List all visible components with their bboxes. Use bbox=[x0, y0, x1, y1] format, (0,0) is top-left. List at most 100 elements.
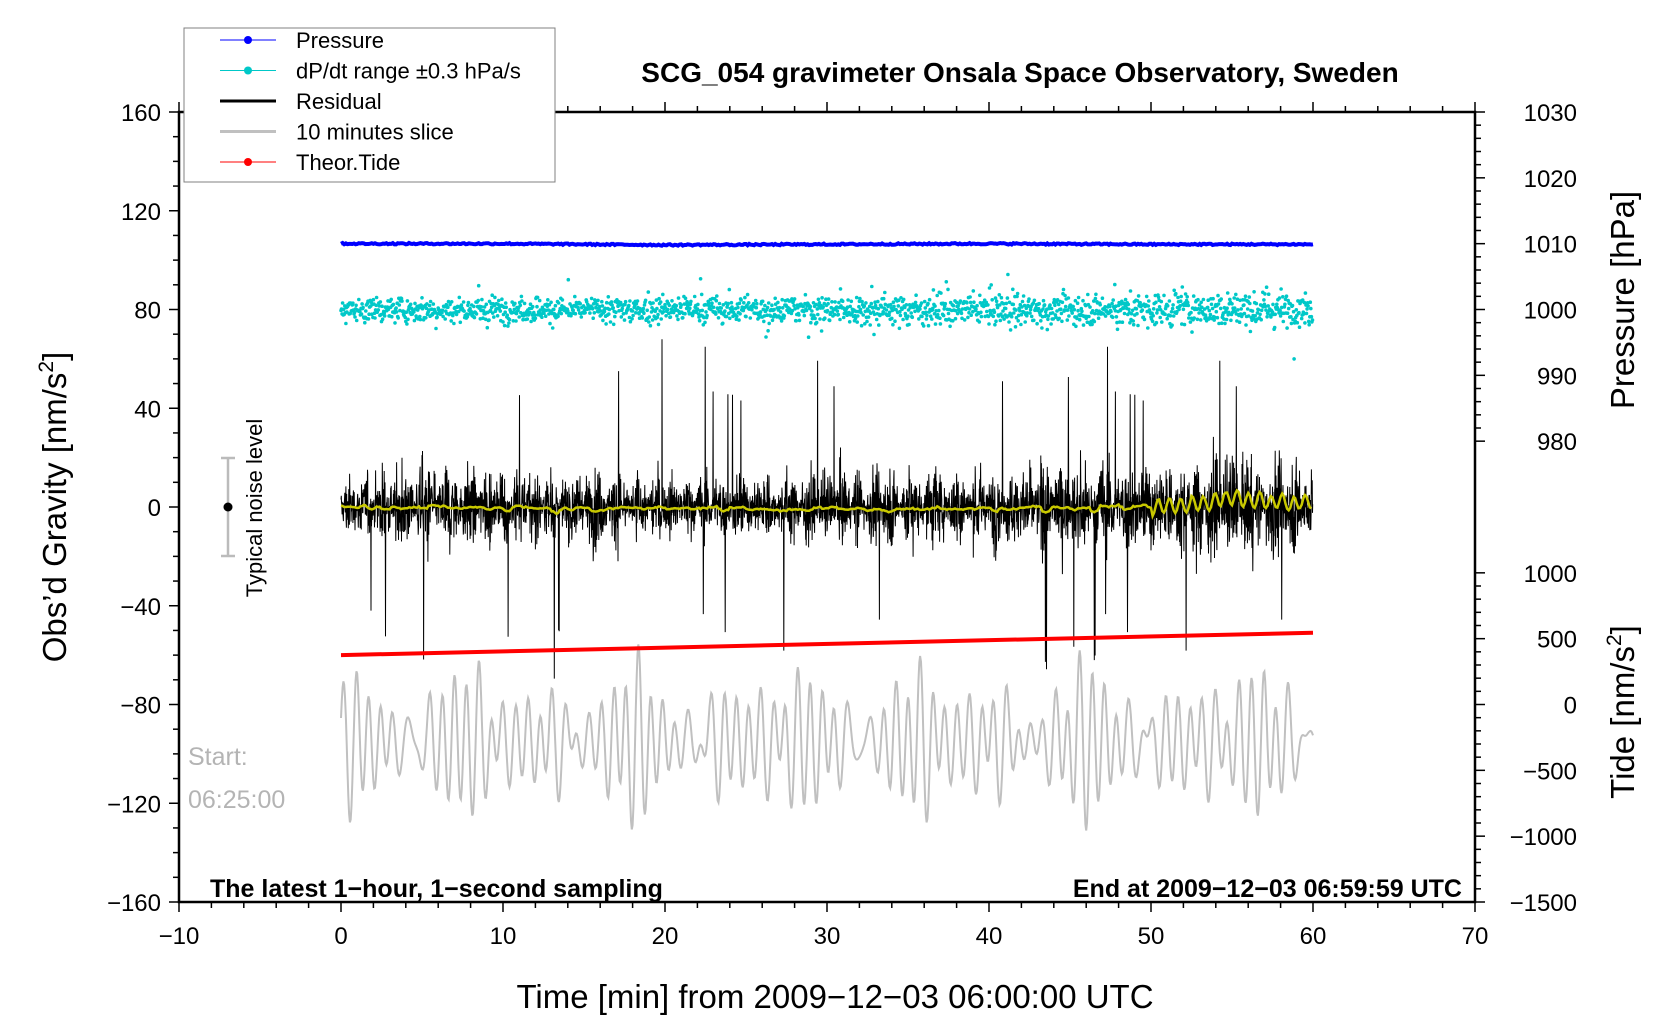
series-dpdt bbox=[339, 272, 1315, 361]
dpdt-point bbox=[819, 329, 824, 333]
dpdt-point bbox=[941, 313, 946, 318]
dpdt-point bbox=[879, 305, 884, 309]
dpdt-point bbox=[1007, 300, 1012, 305]
dpdt-point bbox=[1199, 300, 1203, 305]
dpdt-point bbox=[1201, 297, 1206, 302]
x-tick-label: 10 bbox=[490, 923, 517, 950]
dpdt-point bbox=[924, 317, 929, 321]
dpdt-point bbox=[1103, 314, 1108, 318]
dpdt-point bbox=[904, 303, 909, 307]
axis-ticks: −10 0 10 20 30 40 50 60 7016012080400−40−80−120−… bbox=[107, 100, 1577, 950]
dpdt-point bbox=[1031, 301, 1036, 305]
dpdt-point bbox=[352, 310, 357, 315]
dpdt-point bbox=[844, 310, 848, 314]
dpdt-point bbox=[1046, 317, 1050, 322]
x-tick-label: 20 bbox=[652, 923, 679, 950]
dpdt-point bbox=[1098, 302, 1102, 307]
dpdt-point bbox=[353, 315, 357, 319]
dpdt-point bbox=[1305, 307, 1309, 311]
dpdt-point bbox=[762, 319, 766, 324]
y-tick-label: 160 bbox=[121, 100, 161, 127]
dpdt-point bbox=[1024, 306, 1029, 311]
dpdt-point bbox=[592, 311, 597, 315]
dpdt-point bbox=[695, 307, 700, 311]
dpdt-point bbox=[802, 309, 806, 314]
dpdt-point bbox=[943, 301, 948, 306]
dpdt-point bbox=[1045, 327, 1050, 332]
y-tick-label: 40 bbox=[134, 396, 161, 423]
dpdt-point bbox=[734, 317, 739, 322]
y-tick-label: −40 bbox=[120, 594, 161, 621]
dpdt-point bbox=[876, 306, 881, 311]
dpdt-point bbox=[735, 314, 739, 319]
dpdt-point bbox=[1136, 323, 1140, 328]
dpdt-point bbox=[1016, 319, 1020, 323]
dpdt-point bbox=[868, 311, 873, 316]
dpdt-point bbox=[377, 304, 382, 308]
dpdt-point bbox=[935, 312, 940, 317]
dpdt-point bbox=[441, 314, 445, 319]
legend-label: dP/dt range ±0.3 hPa/s bbox=[296, 59, 521, 84]
dpdt-point bbox=[1197, 303, 1202, 307]
y-tick-label: 120 bbox=[121, 199, 161, 226]
dpdt-point bbox=[1308, 300, 1313, 305]
dpdt-point bbox=[1224, 317, 1229, 322]
dpdt-point bbox=[1126, 302, 1131, 307]
dpdt-point bbox=[481, 309, 486, 313]
dpdt-point bbox=[717, 301, 722, 306]
dpdt-point bbox=[871, 306, 875, 310]
dpdt-point bbox=[1081, 298, 1085, 303]
x-tick-label: 40 bbox=[976, 923, 1003, 950]
dpdt-point bbox=[832, 312, 837, 317]
dpdt-point bbox=[440, 308, 445, 313]
dpdt-point bbox=[903, 305, 907, 310]
dpdt-point bbox=[1015, 291, 1020, 296]
dpdt-point bbox=[818, 317, 822, 321]
dpdt-point bbox=[627, 315, 632, 320]
dpdt-point bbox=[1028, 307, 1033, 312]
dpdt-point bbox=[553, 303, 558, 308]
dpdt-point bbox=[710, 301, 714, 306]
dpdt-point bbox=[1281, 319, 1286, 324]
dpdt-point bbox=[481, 316, 485, 321]
dpdt-point bbox=[1297, 310, 1301, 315]
dpdt-point bbox=[838, 287, 843, 291]
dpdt-point bbox=[922, 299, 927, 304]
dpdt-point bbox=[461, 300, 466, 304]
start-label: Start: bbox=[188, 743, 248, 771]
dpdt-point bbox=[967, 307, 972, 311]
dpdt-point bbox=[737, 318, 741, 322]
dpdt-point bbox=[1012, 311, 1016, 315]
dpdt-point bbox=[994, 319, 998, 324]
dpdt-point bbox=[1206, 298, 1210, 303]
dpdt-point bbox=[1136, 294, 1141, 298]
dpdt-point bbox=[472, 315, 477, 320]
dpdt-point bbox=[939, 291, 943, 295]
dpdt-point bbox=[650, 318, 655, 322]
dpdt-point bbox=[466, 303, 470, 308]
dpdt-point bbox=[510, 300, 514, 304]
dpdt-point bbox=[863, 322, 867, 326]
dpdt-point bbox=[845, 305, 850, 310]
dpdt-point bbox=[519, 294, 524, 299]
dpdt-point bbox=[951, 303, 956, 308]
dpdt-point bbox=[1014, 308, 1018, 312]
dpdt-point bbox=[1305, 301, 1310, 305]
y-axis-label-pressure: Pressure [hPa] bbox=[1604, 191, 1641, 409]
dpdt-point bbox=[571, 308, 575, 313]
dpdt-point bbox=[856, 314, 860, 318]
dpdt-point bbox=[542, 311, 546, 316]
dpdt-point bbox=[997, 293, 1002, 297]
legend-swatch-dot bbox=[244, 158, 252, 166]
dpdt-point bbox=[1279, 287, 1283, 291]
dpdt-point bbox=[826, 301, 830, 306]
x-tick-label: 60 bbox=[1300, 923, 1327, 950]
dpdt-point bbox=[1086, 292, 1090, 297]
dpdt-point bbox=[1127, 307, 1131, 312]
dpdt-point bbox=[474, 312, 479, 316]
dpdt-point bbox=[1037, 301, 1041, 306]
dpdt-point bbox=[576, 308, 581, 312]
dpdt-point bbox=[1243, 294, 1248, 299]
dpdt-point bbox=[427, 308, 431, 312]
dpdt-point bbox=[514, 311, 519, 316]
